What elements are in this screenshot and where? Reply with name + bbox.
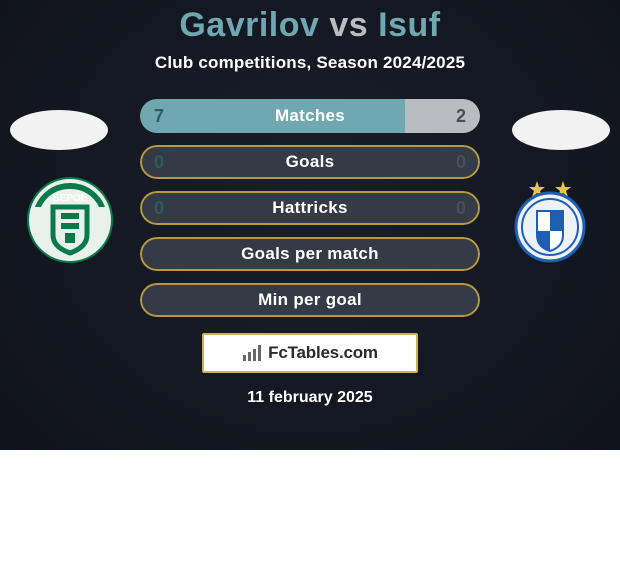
player-right-name: Isuf bbox=[378, 6, 440, 44]
comparison-card: Gavrilov vs Isuf Club competitions, Seas… bbox=[0, 0, 620, 450]
stat-value-right: 2 bbox=[456, 99, 466, 133]
stat-row: Min per goal bbox=[140, 283, 480, 317]
stat-value-left: 0 bbox=[154, 191, 164, 225]
stat-label: Matches bbox=[275, 106, 345, 126]
stat-label: Hattricks bbox=[272, 198, 347, 218]
svg-text:БЕРОЕ: БЕРОЕ bbox=[53, 193, 88, 204]
vs-separator: vs bbox=[329, 6, 368, 44]
stat-fill-left bbox=[140, 99, 405, 133]
stat-fill-right bbox=[405, 99, 480, 133]
stat-value-left: 0 bbox=[154, 145, 164, 179]
stat-row: Goals per match bbox=[140, 237, 480, 271]
footer-date: 11 february 2025 bbox=[0, 389, 620, 407]
brand-text: FcTables.com bbox=[268, 343, 378, 363]
stat-label: Goals bbox=[286, 152, 335, 172]
stat-label: Min per goal bbox=[258, 290, 362, 310]
stat-row: Matches 7 2 bbox=[140, 99, 480, 133]
subtitle: Club competitions, Season 2024/2025 bbox=[0, 53, 620, 73]
club-badge-left: БЕРОЕ bbox=[20, 176, 120, 264]
stat-value-right: 0 bbox=[456, 191, 466, 225]
beroe-badge-icon: БЕРОЕ bbox=[27, 177, 113, 263]
tirana-badge-icon bbox=[507, 177, 593, 263]
player-left-name: Gavrilov bbox=[179, 6, 319, 44]
stats-container: Matches 7 2 Goals 0 0 Hattricks 0 0 Goals per mat… bbox=[140, 99, 480, 317]
stat-value-left: 7 bbox=[154, 99, 164, 133]
stat-value-right: 0 bbox=[456, 145, 466, 179]
page-title: Gavrilov vs Isuf bbox=[0, 0, 620, 45]
stat-label: Goals per match bbox=[241, 244, 379, 264]
brand-chart-icon bbox=[242, 344, 264, 362]
stat-row: Hattricks 0 0 bbox=[140, 191, 480, 225]
brand-box: FcTables.com bbox=[202, 333, 418, 373]
stat-row: Goals 0 0 bbox=[140, 145, 480, 179]
club-badge-right bbox=[500, 176, 600, 264]
